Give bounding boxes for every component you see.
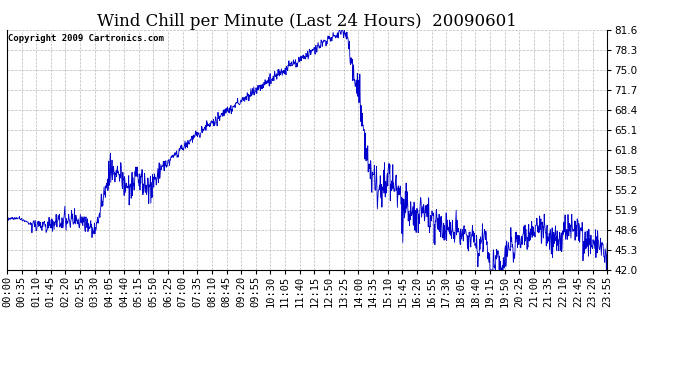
Text: Copyright 2009 Cartronics.com: Copyright 2009 Cartronics.com bbox=[8, 34, 164, 43]
Title: Wind Chill per Minute (Last 24 Hours)  20090601: Wind Chill per Minute (Last 24 Hours) 20… bbox=[97, 13, 517, 30]
